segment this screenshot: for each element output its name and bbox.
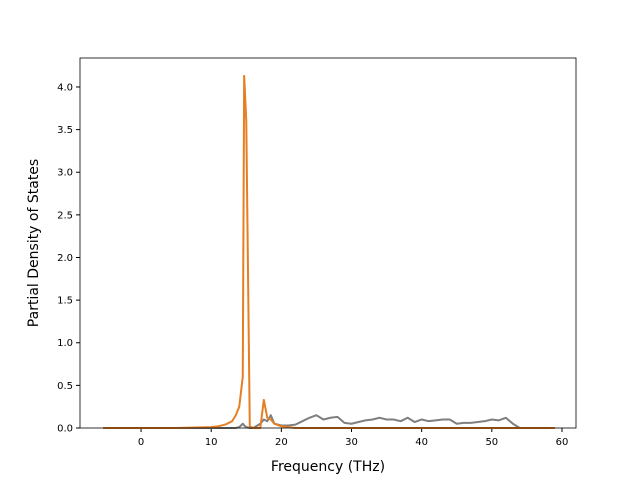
plot-frame <box>79 57 577 429</box>
x-tick-label: 10 <box>205 437 218 448</box>
y-tick-label: 1.5 <box>57 296 73 307</box>
y-tick-label: 4.0 <box>57 82 73 93</box>
x-axis-label: Frequency (THz) <box>271 459 385 475</box>
series-line <box>103 414 555 429</box>
x-tick-label: 0 <box>138 437 144 448</box>
x-tick-label: 60 <box>556 437 569 448</box>
y-tick-label: 2.5 <box>57 210 73 221</box>
y-tick-label: 2.0 <box>57 253 73 264</box>
y-tick-label: 3.0 <box>57 168 73 179</box>
y-tick-label: 0.5 <box>57 381 73 392</box>
x-tick-label: 50 <box>485 437 498 448</box>
y-tick-label: 1.0 <box>57 338 73 349</box>
y-axis-label: Partial Density of States <box>26 159 42 327</box>
x-tick-label: 40 <box>415 437 428 448</box>
y-tick-label: 0.0 <box>57 424 73 435</box>
y-tick-label: 3.5 <box>57 125 73 136</box>
x-tick-label: 20 <box>275 437 288 448</box>
x-tick-label: 30 <box>345 437 358 448</box>
